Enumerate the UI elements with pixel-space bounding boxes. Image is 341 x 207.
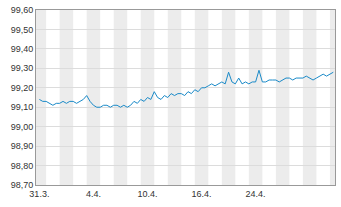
svg-text:99,10: 99,10 [11, 102, 34, 112]
svg-text:99,30: 99,30 [11, 63, 34, 73]
svg-text:31.3.: 31.3. [29, 189, 49, 199]
svg-text:4.4.: 4.4. [86, 189, 101, 199]
svg-text:99,40: 99,40 [11, 44, 34, 54]
svg-text:10.4.: 10.4. [137, 189, 157, 199]
svg-text:99,60: 99,60 [11, 5, 34, 15]
svg-text:99,00: 99,00 [11, 122, 34, 132]
svg-text:99,20: 99,20 [11, 83, 34, 93]
svg-text:98,80: 98,80 [11, 161, 34, 171]
svg-text:98,70: 98,70 [11, 180, 34, 190]
svg-text:98,90: 98,90 [11, 141, 34, 151]
svg-text:99,50: 99,50 [11, 25, 34, 35]
svg-text:24.4.: 24.4. [246, 189, 266, 199]
svg-text:16.4.: 16.4. [192, 189, 212, 199]
